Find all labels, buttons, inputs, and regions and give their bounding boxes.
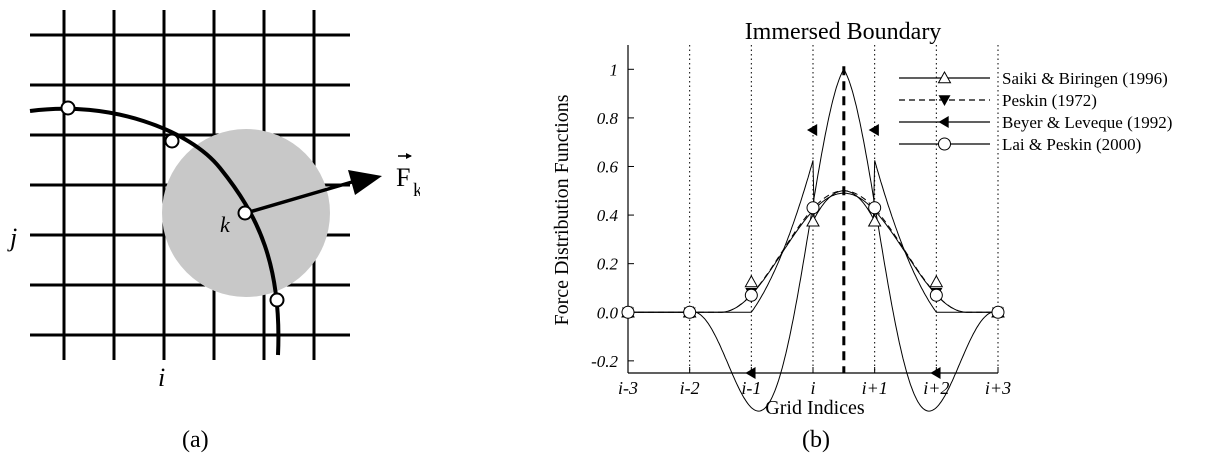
lagrangian-point	[269, 292, 285, 308]
force-arrow-head	[348, 170, 382, 195]
force-label: F	[396, 163, 410, 192]
y-tick-label: 0.8	[597, 109, 619, 128]
y-axis-label: Force Distribution Functions	[551, 94, 573, 325]
panel-b-caption: (b)	[802, 427, 830, 453]
data-point	[929, 274, 944, 288]
x-tick-label: i+2	[923, 378, 949, 398]
legend: Saiki & Biringen (1996) Peskin (1972) Beye…	[899, 69, 1172, 154]
legend-label: Peskin (1972)	[1002, 91, 1097, 110]
series-curve	[628, 160, 998, 313]
data-point	[807, 124, 818, 137]
y-tick-label: 0.4	[597, 206, 619, 225]
data-point	[868, 124, 879, 137]
legend-label: Beyer & Leveque (1992)	[1002, 113, 1172, 132]
schematic-panel: F k k j i (a)	[7, 10, 420, 453]
x-tick-label: i	[810, 378, 815, 398]
data-point	[806, 201, 820, 215]
lagrangian-point	[164, 133, 180, 149]
data-point	[745, 367, 756, 379]
force-subscript: k	[413, 180, 420, 201]
x-tick-label: i-3	[618, 378, 638, 398]
y-tick-label: 0.6	[597, 157, 619, 176]
vertical-gridlines	[689, 45, 999, 373]
data-point	[930, 367, 941, 379]
y-tick-label: 0.0	[597, 303, 619, 322]
data-point	[621, 305, 635, 319]
data-point	[744, 274, 759, 288]
y-tick-label: -0.2	[591, 352, 618, 371]
series-markers	[621, 124, 1005, 379]
grid-index-j: j	[7, 223, 17, 252]
grid-index-i: i	[158, 363, 165, 392]
x-tick-label: i+1	[862, 378, 888, 398]
data-point	[683, 305, 697, 319]
legend-marker	[938, 137, 951, 151]
data-point	[867, 214, 882, 227]
vector-overbar-arrowhead	[406, 153, 412, 159]
lagrangian-point	[60, 100, 76, 116]
data-point	[744, 288, 758, 302]
data-point	[991, 305, 1005, 319]
legend-marker	[937, 70, 952, 84]
x-ticks: i-3 i-2 i-1 i i+1 i+2 i+3	[618, 367, 1011, 398]
data-point	[806, 214, 820, 227]
x-axis-label: Grid Indices	[765, 397, 865, 419]
legend-marker	[938, 95, 951, 106]
lagrangian-index-k: k	[220, 212, 231, 237]
legend-label: Saiki & Biringen (1996)	[1002, 69, 1168, 88]
legend-label: Lai & Peskin (2000)	[1002, 135, 1141, 154]
y-tick-label: 1	[610, 60, 619, 79]
x-tick-label: i+3	[985, 378, 1011, 398]
legend-marker	[938, 116, 949, 128]
x-tick-label: i-2	[680, 378, 700, 398]
force-vector-arrow	[245, 180, 353, 215]
chart-title: Immersed Boundary	[745, 19, 942, 45]
data-point	[868, 201, 882, 215]
data-point	[929, 288, 943, 302]
lagrangian-point-k	[237, 205, 253, 221]
y-tick-label: 0.2	[597, 255, 619, 274]
panel-a-caption: (a)	[182, 427, 209, 453]
y-ticks: -0.2 0.0 0.2 0.4 0.6 0.8 1	[591, 60, 634, 371]
immersed-boundary-curve	[29, 106, 281, 356]
force-distribution-chart: Immersed Boundary -0.2 0.0 0.2 0.4 0.6 0.8 1 i…	[551, 19, 1172, 453]
x-tick-label: i-1	[741, 378, 761, 398]
